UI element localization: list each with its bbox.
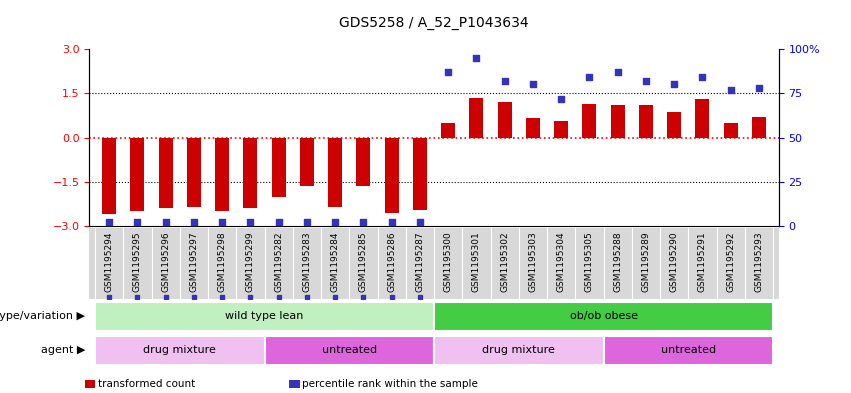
- Text: drug mixture: drug mixture: [483, 345, 555, 355]
- Bar: [526, 118, 540, 138]
- Text: untreated: untreated: [322, 345, 377, 355]
- Bar: [385, 138, 399, 213]
- Bar: [441, 123, 455, 138]
- Bar: [610, 105, 625, 138]
- Text: GSM1195291: GSM1195291: [698, 231, 707, 292]
- Point: [328, 219, 342, 226]
- Point: [554, 95, 568, 102]
- Text: GSM1195288: GSM1195288: [613, 231, 622, 292]
- Bar: [357, 138, 370, 186]
- Text: untreated: untreated: [660, 345, 716, 355]
- Point: [695, 74, 709, 81]
- Bar: [158, 138, 173, 208]
- Text: GSM1195304: GSM1195304: [557, 231, 566, 292]
- Point: [300, 219, 314, 226]
- Text: GSM1195287: GSM1195287: [415, 231, 425, 292]
- Bar: [554, 121, 568, 138]
- Text: GSM1195285: GSM1195285: [359, 231, 368, 292]
- Text: GSM1195303: GSM1195303: [528, 231, 537, 292]
- Text: GDS5258 / A_52_P1043634: GDS5258 / A_52_P1043634: [340, 16, 528, 30]
- Bar: [723, 123, 738, 138]
- Point: [611, 69, 625, 75]
- Text: GSM1195301: GSM1195301: [472, 231, 481, 292]
- Bar: [102, 138, 117, 214]
- Point: [102, 219, 116, 226]
- Bar: [667, 112, 681, 138]
- Text: GSM1195283: GSM1195283: [302, 231, 311, 292]
- Point: [442, 69, 455, 75]
- Bar: [639, 105, 653, 138]
- Bar: [434, 302, 773, 331]
- Text: GSM1195286: GSM1195286: [387, 231, 396, 292]
- Text: GSM1195295: GSM1195295: [133, 231, 142, 292]
- Point: [271, 219, 285, 226]
- Point: [130, 219, 144, 226]
- Point: [243, 219, 257, 226]
- Text: wild type lean: wild type lean: [226, 311, 304, 321]
- Text: transformed count: transformed count: [98, 379, 195, 389]
- Bar: [603, 336, 773, 365]
- Bar: [695, 99, 710, 138]
- Point: [159, 219, 173, 226]
- Text: agent ▶: agent ▶: [41, 345, 85, 355]
- Point: [470, 55, 483, 61]
- Bar: [413, 138, 427, 210]
- Text: drug mixture: drug mixture: [143, 345, 216, 355]
- Point: [385, 219, 398, 226]
- Text: GSM1195294: GSM1195294: [105, 231, 114, 292]
- Text: GSM1195284: GSM1195284: [331, 231, 340, 292]
- Point: [639, 78, 653, 84]
- Bar: [469, 98, 483, 138]
- Point: [752, 85, 766, 91]
- Bar: [300, 138, 314, 186]
- Text: GSM1195293: GSM1195293: [754, 231, 763, 292]
- Bar: [265, 336, 434, 365]
- Text: GSM1195300: GSM1195300: [443, 231, 453, 292]
- Point: [187, 219, 201, 226]
- Point: [357, 219, 370, 226]
- Point: [413, 219, 426, 226]
- Text: ob/ob obese: ob/ob obese: [569, 311, 637, 321]
- Text: GSM1195302: GSM1195302: [500, 231, 509, 292]
- Text: genotype/variation ▶: genotype/variation ▶: [0, 311, 85, 321]
- Bar: [328, 138, 342, 207]
- Text: percentile rank within the sample: percentile rank within the sample: [302, 379, 478, 389]
- Bar: [95, 336, 265, 365]
- Point: [583, 74, 597, 81]
- Text: GSM1195289: GSM1195289: [642, 231, 650, 292]
- Text: GSM1195292: GSM1195292: [726, 231, 735, 292]
- Point: [526, 81, 540, 88]
- Text: GSM1195290: GSM1195290: [670, 231, 678, 292]
- Bar: [582, 104, 597, 138]
- Point: [724, 86, 738, 93]
- Bar: [187, 138, 201, 207]
- Bar: [243, 138, 258, 208]
- Bar: [751, 117, 766, 138]
- Text: GSM1195305: GSM1195305: [585, 231, 594, 292]
- Text: GSM1195297: GSM1195297: [190, 231, 198, 292]
- Bar: [498, 102, 511, 138]
- Text: GSM1195282: GSM1195282: [274, 231, 283, 292]
- Point: [215, 219, 229, 226]
- Bar: [95, 302, 434, 331]
- Text: GSM1195296: GSM1195296: [161, 231, 170, 292]
- Bar: [434, 336, 603, 365]
- Bar: [271, 138, 286, 196]
- Point: [498, 78, 511, 84]
- Bar: [130, 138, 145, 211]
- Text: GSM1195298: GSM1195298: [218, 231, 226, 292]
- Bar: [215, 138, 229, 211]
- Point: [667, 81, 681, 88]
- Text: GSM1195299: GSM1195299: [246, 231, 255, 292]
